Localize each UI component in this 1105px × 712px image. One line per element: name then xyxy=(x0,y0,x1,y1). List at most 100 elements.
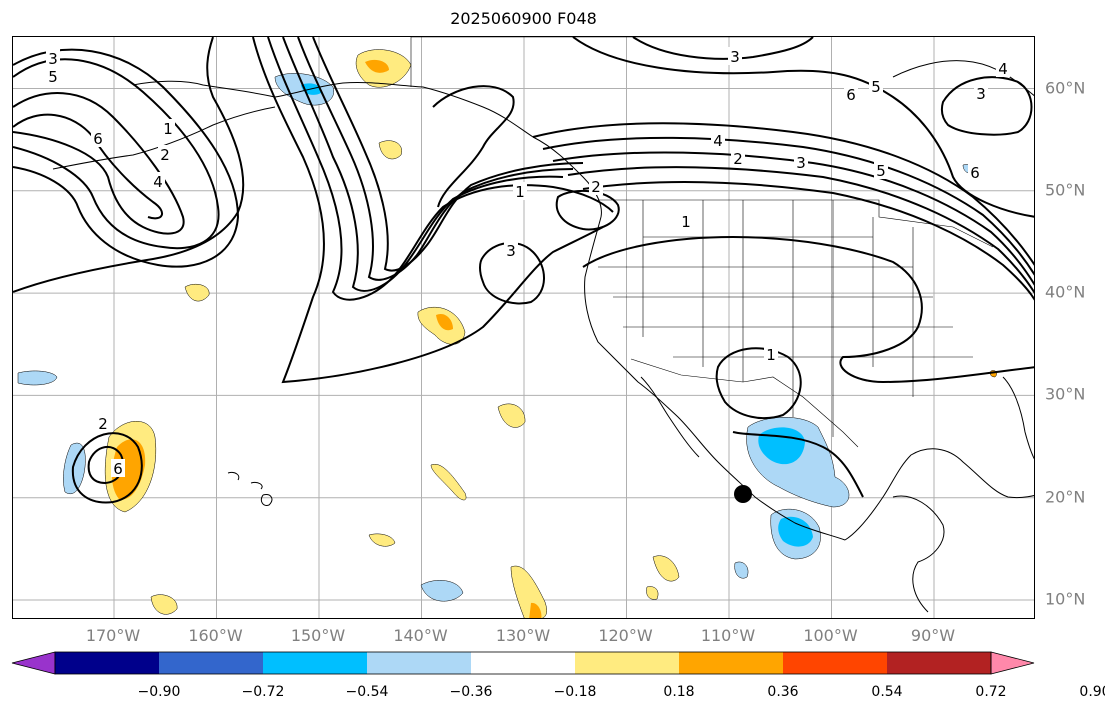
contour-top-4 xyxy=(632,37,814,60)
contour-label-bg xyxy=(711,131,725,149)
contour-label-bg xyxy=(111,459,125,477)
colorbar-segment xyxy=(575,652,680,674)
coast-aleutians xyxy=(52,106,276,170)
contour-label-bg xyxy=(91,129,105,147)
contour-label: 4 xyxy=(713,132,723,150)
contour-w-3 xyxy=(13,92,185,235)
contour-mexico-circle xyxy=(715,347,802,420)
contour-label-bg xyxy=(513,182,527,200)
contour-label-bg xyxy=(844,85,858,103)
contour-label: 1 xyxy=(766,346,776,364)
contour-label: 5 xyxy=(876,162,886,180)
coast-east-canada xyxy=(892,60,1034,97)
contour-label: 1 xyxy=(163,120,173,138)
contour-label-bg xyxy=(996,59,1010,77)
contour-label-bg xyxy=(679,212,693,230)
contour-mexico-2 xyxy=(732,431,864,498)
colorbar xyxy=(11,651,1035,675)
coast-florida xyxy=(1002,376,1034,460)
contour-label: 3 xyxy=(976,85,986,103)
contour-gulf-loop xyxy=(555,189,620,231)
longitude-label: 110°W xyxy=(700,626,756,645)
colorbar-segment xyxy=(783,652,888,674)
shade-small-yellow-1 xyxy=(378,140,402,160)
colorbar-extend-max xyxy=(990,651,1035,675)
contour-label: 3 xyxy=(506,242,516,260)
colorbar-tick-label: 0.72 xyxy=(975,684,1007,700)
contour-mid-3 xyxy=(282,37,564,292)
shade-small-yellow-2 xyxy=(184,284,210,302)
contour-w-2 xyxy=(13,48,240,268)
contour-west-circle-1 xyxy=(71,432,143,504)
contour-label: 2 xyxy=(591,178,601,196)
shade-blue-west xyxy=(17,370,58,386)
island-hawaii xyxy=(227,472,273,506)
colorbar-tick-label: 0.18 xyxy=(663,684,695,700)
longitude-label: 170°W xyxy=(85,626,141,645)
colorbar-tick-label: 0.90 xyxy=(1079,684,1105,700)
colorbar-segment xyxy=(55,652,160,674)
contour-label: 1 xyxy=(515,183,525,201)
colorbar-segment xyxy=(367,652,472,674)
colorbar-segment xyxy=(887,652,992,674)
shade-blue-south xyxy=(420,580,464,602)
contour-label-bg xyxy=(794,153,808,171)
contour-label-bg xyxy=(46,67,60,85)
contour-label: 1 xyxy=(681,213,691,231)
contour-mid-1 xyxy=(252,37,604,384)
storm-center-marker xyxy=(734,485,752,503)
coast-baja xyxy=(640,376,700,458)
shade-yellow-9 xyxy=(646,586,659,600)
shade-cyan-mexico xyxy=(758,427,805,465)
contour-label: 4 xyxy=(153,173,163,191)
contour-label-bg xyxy=(504,241,518,259)
contour-label-bg xyxy=(764,345,778,363)
contour-w-1 xyxy=(13,58,220,250)
contour-lines xyxy=(13,37,1034,504)
shade-orange-south xyxy=(529,602,542,618)
contour-label: 2 xyxy=(160,146,170,164)
latitude-label: 20°N xyxy=(1045,487,1086,507)
shade-gulf-orange xyxy=(365,59,389,73)
longitude-label: 140°W xyxy=(393,626,448,645)
shade-orange-3 xyxy=(436,313,453,331)
latitude-label: 30°N xyxy=(1045,384,1086,404)
contour-ne-circle xyxy=(940,76,1033,136)
contour-label: 6 xyxy=(846,86,856,104)
shade-yellow-8 xyxy=(652,555,680,582)
longitude-label: 90°W xyxy=(910,626,956,645)
contour-label-bg xyxy=(874,161,888,179)
contour-label-bg xyxy=(731,149,745,167)
colorbar-segment xyxy=(679,652,784,674)
contour-us-1 xyxy=(582,235,1034,384)
contour-label: 6 xyxy=(970,164,980,182)
contour-n-1 xyxy=(532,122,1034,266)
contour-label: 5 xyxy=(48,68,58,86)
latitude-label: 60°N xyxy=(1045,78,1086,97)
contour-label: 3 xyxy=(730,48,740,66)
contour-label: 4 xyxy=(998,60,1008,78)
contour-label: 2 xyxy=(733,150,743,168)
contour-label-bg xyxy=(161,119,175,137)
coast-alaska xyxy=(132,80,602,218)
contour-center xyxy=(432,85,515,208)
colorbar-segment xyxy=(471,652,576,674)
colorbar-tick-label: −0.36 xyxy=(449,684,493,700)
colorbar-outline xyxy=(54,651,992,675)
contour-label-bg xyxy=(46,49,60,67)
contour-n-4 xyxy=(567,166,1034,294)
shade-yellow-4 xyxy=(497,403,526,428)
colorbar-tick-label: −0.90 xyxy=(137,684,181,700)
shade-small-yellow-7 xyxy=(150,594,178,615)
colorbar-extend-min xyxy=(11,651,56,675)
contour-w-5 xyxy=(13,113,163,220)
coastlines xyxy=(52,60,1034,613)
contour-label-bg xyxy=(589,177,603,195)
coast-yucatan xyxy=(892,495,945,613)
colorbar-tick-label: −0.18 xyxy=(553,684,597,700)
shade-yellow-6 xyxy=(368,533,396,547)
graticule xyxy=(13,37,1034,618)
contour-label-bg xyxy=(974,84,988,102)
contour-label: 3 xyxy=(796,154,806,172)
